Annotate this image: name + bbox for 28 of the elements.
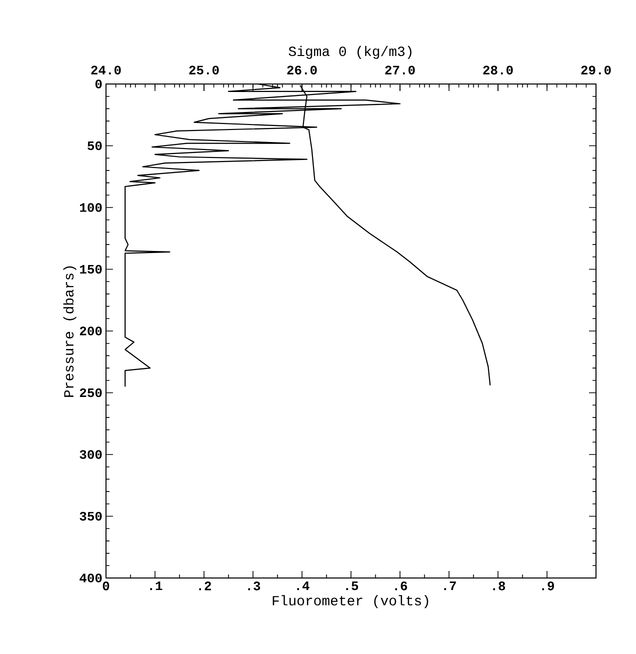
x-tick-label: .1 [150, 582, 162, 590]
y-tick-label: 350 [80, 512, 102, 521]
x2-tick-label: 25.0 [189, 66, 219, 74]
x2-tick-label: 29.0 [581, 66, 611, 74]
x2-tick-label: 27.0 [385, 66, 415, 74]
y-tick-label: 100 [80, 203, 102, 212]
x-tick-label: .4 [297, 582, 310, 590]
x-axis-title: Fluorometer (volts) [272, 595, 428, 608]
y-tick-label: 0 [95, 80, 102, 88]
y-tick-label: 200 [80, 326, 102, 336]
x-tick-label: .2 [199, 582, 212, 590]
x-tick-label: .5 [346, 582, 358, 590]
x2-tick-label: 28.0 [483, 66, 513, 74]
x2-tick-label: 24.0 [91, 66, 121, 74]
y-tick-label: 300 [80, 450, 102, 459]
x2-axis-title: Sigma 0 (kg/m3) [288, 46, 412, 59]
x-tick-label: 0 [102, 582, 110, 590]
x-tick-label: .6 [395, 582, 408, 590]
y-tick-label: 150 [80, 264, 102, 274]
y-tick-label: 250 [80, 388, 102, 398]
x2-tick-label: 26.0 [287, 66, 317, 74]
y-axis-title: Pressure (dbars) [63, 266, 76, 397]
x-tick-label: .9 [542, 582, 554, 590]
y-tick-label: 400 [80, 574, 102, 582]
x-tick-label: .3 [248, 582, 260, 590]
x-tick-label: .8 [493, 582, 506, 590]
x-tick-label: .7 [444, 582, 456, 590]
y-tick-label: 50 [88, 141, 102, 150]
